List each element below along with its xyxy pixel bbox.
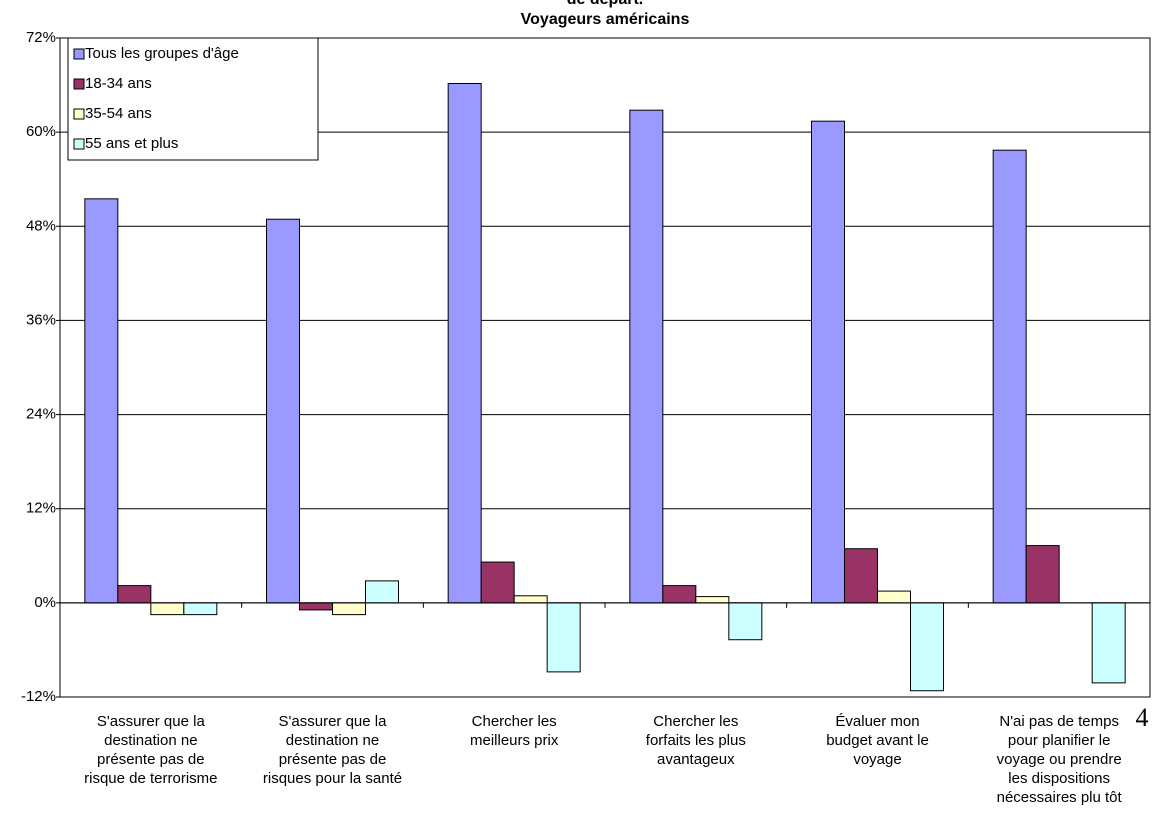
x-tick-label: risques pour la santé bbox=[263, 770, 402, 787]
bar bbox=[811, 120, 845, 604]
bar bbox=[480, 561, 515, 604]
legend-swatch bbox=[73, 48, 85, 60]
x-tick-label: S'assurer que la bbox=[279, 713, 388, 730]
legend-label: Tous les groupes d'âge bbox=[85, 45, 239, 62]
x-tick-label: meilleurs prix bbox=[470, 732, 559, 749]
bar bbox=[365, 580, 399, 604]
bar bbox=[546, 602, 581, 673]
y-tick-label: -12% bbox=[21, 688, 56, 705]
x-tick-label: S'assurer que la bbox=[97, 713, 206, 730]
legend-swatch bbox=[73, 108, 85, 120]
x-tick-label: les dispositions bbox=[1008, 770, 1110, 787]
x-tick-label: budget avant le bbox=[826, 732, 929, 749]
bar bbox=[992, 149, 1027, 604]
bar bbox=[447, 83, 482, 604]
x-tick-label: voyage ou prendre bbox=[997, 751, 1122, 768]
bar bbox=[332, 602, 366, 616]
bar bbox=[117, 585, 152, 604]
bar bbox=[513, 595, 548, 604]
legend-label: 18-34 ans bbox=[85, 75, 152, 92]
bar bbox=[844, 548, 878, 604]
bar bbox=[662, 585, 697, 604]
bar bbox=[877, 590, 911, 604]
chart-title: Voyageurs américains bbox=[521, 11, 690, 28]
bar bbox=[183, 602, 218, 616]
bar bbox=[910, 602, 944, 692]
legend-swatch bbox=[73, 78, 85, 90]
legend-label: 55 ans et plus bbox=[85, 135, 178, 152]
chart-title: de départ. bbox=[567, 0, 643, 8]
x-tick-label: risque de terrorisme bbox=[84, 770, 217, 787]
bar bbox=[266, 218, 300, 604]
x-tick-label: Évaluer mon bbox=[835, 713, 919, 730]
x-tick-label: présente pas de bbox=[279, 751, 387, 768]
x-tick-label: pour planifier le bbox=[1008, 732, 1111, 749]
bar bbox=[1025, 545, 1060, 604]
bar bbox=[1091, 602, 1126, 684]
x-tick-label: Chercher les bbox=[472, 713, 557, 730]
page-number: 4 bbox=[1136, 703, 1149, 732]
y-tick-label: 0% bbox=[34, 594, 56, 611]
y-tick-label: 36% bbox=[26, 311, 56, 328]
bar bbox=[150, 602, 185, 616]
bar bbox=[299, 602, 333, 611]
x-tick-label: destination ne bbox=[104, 732, 197, 749]
bar bbox=[695, 596, 730, 604]
x-tick-label: destination ne bbox=[286, 732, 379, 749]
bar bbox=[84, 198, 119, 604]
y-tick-label: 72% bbox=[26, 29, 56, 46]
x-tick-label: voyage bbox=[853, 751, 901, 768]
bar bbox=[728, 602, 763, 641]
legend-box bbox=[67, 37, 319, 161]
x-tick-label: N'ai pas de temps bbox=[999, 713, 1119, 730]
legend-swatch bbox=[73, 138, 85, 150]
y-tick-label: 12% bbox=[26, 500, 56, 517]
x-tick-label: avantageux bbox=[657, 751, 735, 768]
y-tick-label: 48% bbox=[26, 217, 56, 234]
x-tick-label: Chercher les bbox=[653, 713, 738, 730]
x-tick-label: présente pas de bbox=[97, 751, 205, 768]
bar bbox=[629, 109, 664, 604]
x-tick-label: nécessaires plu tôt bbox=[997, 789, 1123, 806]
y-tick-label: 60% bbox=[26, 123, 56, 140]
legend-label: 35-54 ans bbox=[85, 105, 152, 122]
y-tick-label: 24% bbox=[26, 406, 56, 423]
x-tick-label: forfaits les plus bbox=[646, 732, 746, 749]
